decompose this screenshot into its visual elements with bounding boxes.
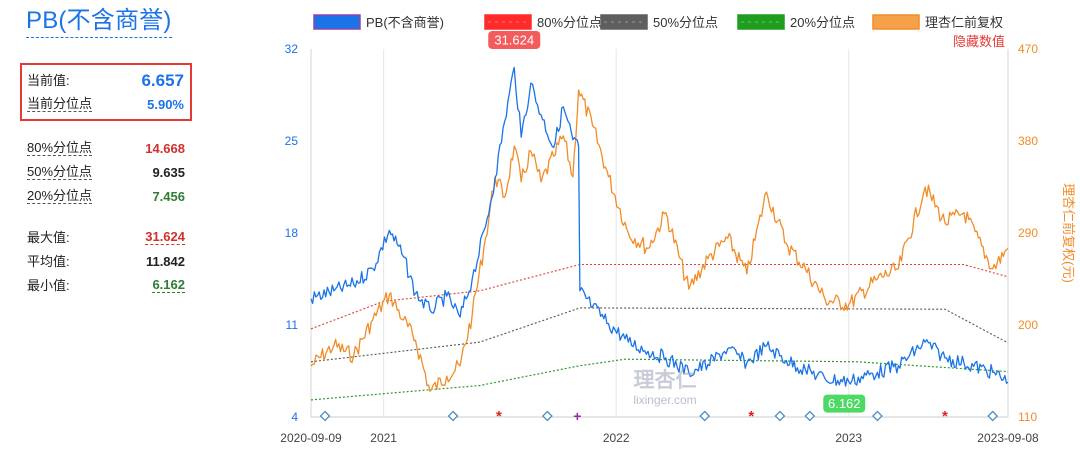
event-marker-star: * <box>942 408 948 425</box>
stats-panel: 当前值: 6.657 当前分位点 5.90% 80%分位点 14.668 50%… <box>20 63 192 297</box>
p80-label[interactable]: 80%分位点 <box>27 140 93 156</box>
legend-p20-label: 20%分位点 <box>790 15 855 30</box>
current-pct-label[interactable]: 当前分位点 <box>27 96 93 112</box>
event-markers: * + * * <box>319 408 999 425</box>
y-left-tick-label: 11 <box>286 318 299 332</box>
y-left-tick-label: 4 <box>291 410 298 424</box>
p20-value: 7.456 <box>152 188 185 204</box>
chart-grid <box>310 49 1009 418</box>
min-value[interactable]: 6.162 <box>152 277 185 293</box>
x-tick-label: 2023 <box>835 431 862 445</box>
current-pct-value: 5.90% <box>147 96 184 112</box>
y-left-tick-label: 25 <box>285 134 299 148</box>
current-value: 6.657 <box>141 70 184 90</box>
max-label-bg <box>488 30 541 49</box>
p50-label[interactable]: 50%分位点 <box>27 164 93 180</box>
legend-p80-swatch <box>484 14 532 30</box>
y-right-tick-label: 200 <box>1018 318 1038 332</box>
avg-label: 平均值: <box>27 253 70 269</box>
max-row: 最大值: 31.624 <box>27 225 185 249</box>
chart-legend: PB(不含商誉) 80%分位点 50%分位点 20%分位点 理杏仁前复权 <box>313 14 1003 30</box>
event-marker-diamond <box>699 410 711 422</box>
current-pct-row: 当前分位点 5.90% <box>27 92 184 116</box>
legend-p20-swatch <box>737 14 785 30</box>
event-marker-diamond <box>987 410 999 422</box>
event-marker-plus: + <box>573 408 581 424</box>
legend-pb[interactable]: PB(不含商誉) <box>313 14 444 30</box>
event-marker-diamond <box>447 410 459 422</box>
event-marker-diamond <box>541 410 553 422</box>
legend-p20[interactable]: 20%分位点 <box>737 14 855 30</box>
avg-row: 平均值: 11.842 <box>27 249 185 273</box>
event-marker-diamond <box>319 410 331 422</box>
current-stats-box: 当前值: 6.657 当前分位点 5.90% <box>20 63 192 121</box>
p20-row: 20%分位点 7.456 <box>27 184 185 208</box>
min-row: 最小值: 6.162 <box>27 273 185 297</box>
legend-price[interactable]: 理杏仁前复权 <box>872 14 1003 30</box>
x-tick-label: 2021 <box>370 431 397 445</box>
series-p80-line <box>310 263 1009 330</box>
watermark: 理杏仁 lixinger.com <box>633 368 696 407</box>
y-right-tick-label: 380 <box>1018 134 1038 148</box>
hidden-values-toggle[interactable]: 隐藏数值 <box>953 34 1005 49</box>
max-label: 最大值: <box>27 229 70 245</box>
series-p20-line <box>310 358 1009 401</box>
min-label-bg <box>823 394 866 413</box>
y-right-tick-label: 470 <box>1018 42 1038 56</box>
event-marker-diamond <box>804 410 816 422</box>
current-value-row: 当前值: 6.657 <box>27 68 184 92</box>
legend-pb-label: PB(不含商誉) <box>366 15 444 30</box>
chart-annotations: 31.624 6.162 <box>488 30 866 413</box>
watermark-text: 理杏仁 <box>634 368 697 392</box>
p80-value: 14.668 <box>145 140 185 156</box>
x-tick-label: 2020-09-09 <box>280 431 342 445</box>
legend-p80[interactable]: 80%分位点 <box>484 14 602 30</box>
p20-label[interactable]: 20%分位点 <box>27 188 93 204</box>
x-tick-label: 2023-09-08 <box>977 431 1039 445</box>
max-value[interactable]: 31.624 <box>145 229 185 245</box>
max-label: 31.624 <box>494 32 534 47</box>
event-marker-star: * <box>748 408 754 425</box>
legend-p80-label: 80%分位点 <box>537 15 602 30</box>
p80-row: 80%分位点 14.668 <box>27 136 185 160</box>
current-value-label: 当前值: <box>27 72 70 88</box>
watermark-url: lixinger.com <box>633 393 696 407</box>
series-pb-line <box>310 66 1009 387</box>
y-left-tick-label: 32 <box>285 42 299 56</box>
avg-value: 11.842 <box>145 253 185 269</box>
p50-value: 9.635 <box>152 164 185 180</box>
min-label: 6.162 <box>828 396 861 411</box>
chart-series <box>310 66 1009 401</box>
y-right-tick-label: 110 <box>1018 410 1037 424</box>
y-right-tick-label: 290 <box>1018 226 1038 240</box>
legend-p50-swatch <box>600 14 648 30</box>
legend-price-swatch <box>872 14 920 30</box>
series-price-line <box>310 89 1009 393</box>
chart-axes: 2020-09-09 2021 2022 2023 2023-09-08 4 11 18 25 3… <box>280 42 1076 445</box>
y-left-tick-label: 18 <box>285 226 299 240</box>
series-p50-line <box>310 307 1009 363</box>
legend-price-label: 理杏仁前复权 <box>925 15 1003 30</box>
event-marker-diamond <box>871 410 883 422</box>
legend-p50-label: 50%分位点 <box>653 15 718 30</box>
legend-pb-swatch <box>313 14 361 30</box>
y-right-axis-title: 理杏仁前复权(元) <box>1061 183 1076 283</box>
legend-p50[interactable]: 50%分位点 <box>600 14 718 30</box>
p50-row: 50%分位点 9.635 <box>27 160 185 184</box>
page-title[interactable]: PB(不含商誉) <box>26 6 172 38</box>
x-tick-label: 2022 <box>603 431 630 445</box>
event-marker-star: * <box>496 408 502 425</box>
min-label: 最小值: <box>27 277 70 293</box>
event-marker-diamond <box>774 410 786 422</box>
